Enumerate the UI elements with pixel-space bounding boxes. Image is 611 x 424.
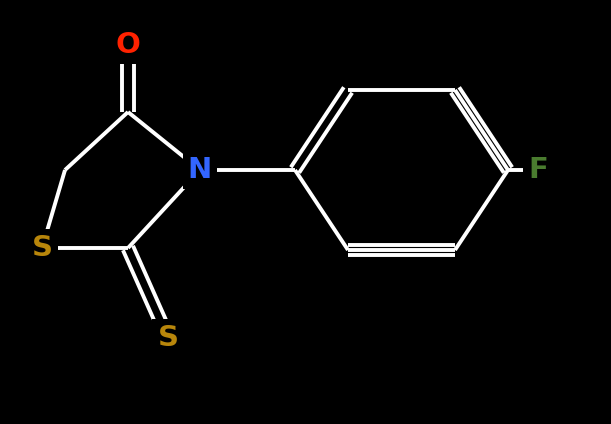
Text: S: S xyxy=(32,234,53,262)
Text: S: S xyxy=(158,324,178,352)
Text: O: O xyxy=(115,31,141,59)
Text: N: N xyxy=(188,156,212,184)
Text: F: F xyxy=(528,156,548,184)
